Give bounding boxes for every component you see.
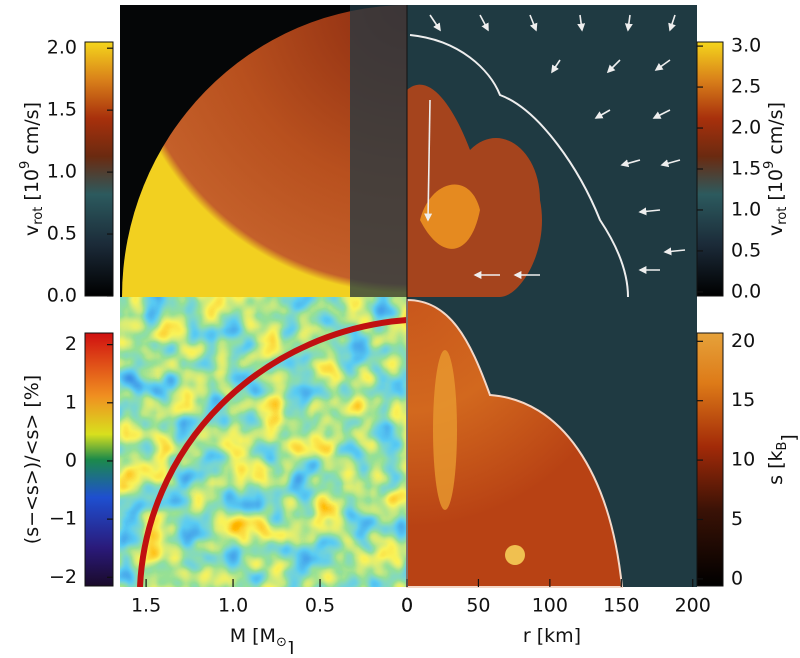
tick-label: 3.0 xyxy=(731,35,761,57)
axis-label: (s−<s>)/<s> [%] xyxy=(21,375,43,544)
axis-label: s [kB] xyxy=(765,434,800,485)
tick-label: 2.0 xyxy=(47,37,77,59)
tick-label: 10 xyxy=(731,449,755,471)
label-part: 9 xyxy=(18,161,33,169)
tick-label: 1.5 xyxy=(47,99,77,121)
axis-label: M [M⊙] xyxy=(230,625,295,655)
label-part: rot xyxy=(775,207,790,225)
label-part: (s−<s>)/<s> [%] xyxy=(21,375,43,544)
label-part: v xyxy=(765,225,787,236)
tick-label: 2.5 xyxy=(731,76,761,98)
entropy-perturbation xyxy=(120,297,407,587)
tick-label: 50 xyxy=(466,595,490,617)
label-part: B xyxy=(775,442,790,451)
tick-label: 0 xyxy=(731,567,743,589)
tick-label: 0 xyxy=(401,595,413,617)
perturbation-field xyxy=(120,297,407,587)
label-part: ⊙ xyxy=(276,635,287,650)
label-part: [10 xyxy=(21,169,43,207)
figure: 0.00.51.01.52.0vrot [109 cm/s]0.00.51.01… xyxy=(0,0,800,654)
axis-label: r [km] xyxy=(523,625,581,647)
tick-label: 0.5 xyxy=(305,595,335,617)
label-part: M [M xyxy=(230,625,276,647)
tick-label: 1.0 xyxy=(731,198,761,220)
tick-label: 0.0 xyxy=(731,280,761,302)
axis-label: vrot [109 cm/s] xyxy=(18,102,46,236)
label-part: cm/s] xyxy=(21,102,43,161)
label-part: r [km] xyxy=(523,625,581,647)
axis-label: vrot [109 cm/s] xyxy=(762,102,790,236)
tick-label: 2 xyxy=(65,333,77,355)
colorbar xyxy=(85,333,113,586)
label-part: rot xyxy=(31,207,46,225)
tick-label: 1.0 xyxy=(47,161,77,183)
plume xyxy=(433,350,457,510)
tick-label: 20 xyxy=(731,330,755,352)
hot-spot xyxy=(505,545,525,565)
tick-label: 0.5 xyxy=(731,239,761,261)
tick-label: −2 xyxy=(49,566,77,588)
tick-label: 0 xyxy=(65,449,77,471)
colorbar xyxy=(85,42,113,296)
tick-label: 2.0 xyxy=(731,117,761,139)
tick-label: 100 xyxy=(532,595,568,617)
tick-label: 1 xyxy=(65,391,77,413)
label-part: [10 xyxy=(765,169,787,207)
label-part: cm/s] xyxy=(765,102,787,161)
tick-label: 1.0 xyxy=(218,595,248,617)
label-part: s [k xyxy=(765,450,787,484)
tick-label: 0.0 xyxy=(47,285,77,307)
tick-label: 15 xyxy=(731,389,755,411)
tick-label: 5 xyxy=(731,508,743,530)
label-part: ] xyxy=(287,638,294,655)
label-part: ] xyxy=(778,434,800,441)
tick-label: 1.5 xyxy=(131,595,161,617)
label-part: v xyxy=(21,225,43,236)
tick-label: 0.5 xyxy=(47,223,77,245)
tick-label: −1 xyxy=(49,508,77,530)
label-part: 9 xyxy=(762,161,777,169)
tick-label: 150 xyxy=(603,595,639,617)
inner-region xyxy=(350,5,407,297)
tick-label: 1.5 xyxy=(731,158,761,180)
tick-label: 200 xyxy=(675,595,711,617)
